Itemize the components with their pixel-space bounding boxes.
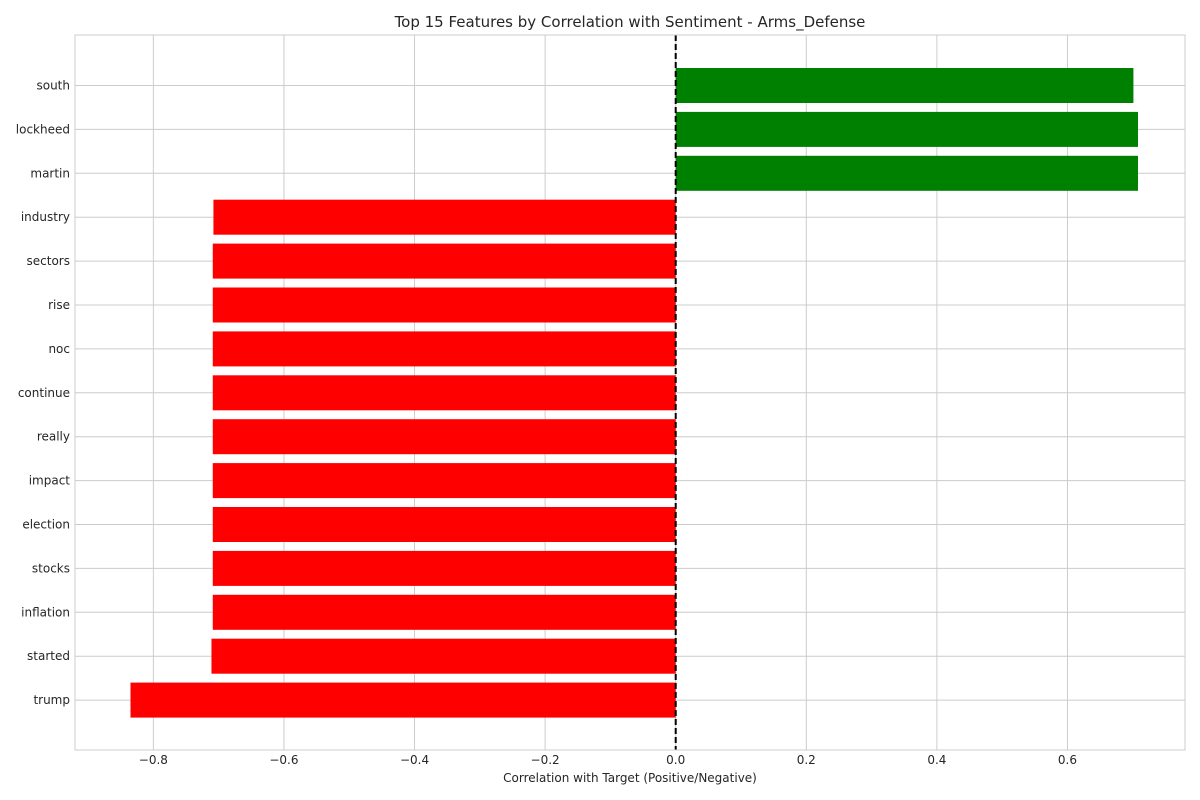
category-label: rise [48, 298, 70, 312]
bar-inflation [212, 594, 676, 630]
bars [130, 68, 1138, 718]
bar-lockheed [675, 111, 1138, 147]
category-label: industry [21, 210, 70, 224]
chart-title: Top 15 Features by Correlation with Sent… [394, 13, 866, 32]
bar-noc [212, 331, 676, 367]
category-label: noc [48, 342, 70, 356]
category-labels: south lockheed martin industry sectors rise no… [16, 79, 71, 708]
bar-sectors [212, 243, 676, 279]
category-label: martin [30, 166, 70, 180]
x-tick-labels: −0.8 −0.6 −0.4 −0.2 0.0 0.2 0.4 0.6 [139, 753, 1077, 767]
bar-martin [675, 155, 1138, 191]
x-tick-label: −0.6 [269, 753, 298, 767]
bar-really [212, 419, 676, 455]
x-tick-label: −0.2 [531, 753, 560, 767]
x-tick-label: −0.8 [139, 753, 168, 767]
x-tick-label: 0.4 [927, 753, 946, 767]
plot-frame [74, 34, 1186, 751]
bar-stocks [212, 550, 676, 586]
x-tick-label: −0.4 [400, 753, 429, 767]
bar-election [212, 507, 676, 542]
x-tick-label: 0.2 [797, 753, 816, 767]
category-label: inflation [21, 605, 70, 619]
category-label: impact [29, 474, 71, 488]
bar-started [211, 638, 676, 674]
bar-impact [212, 463, 676, 499]
bar-trump [130, 682, 676, 718]
x-tick-label: 0.0 [666, 753, 685, 767]
category-label: stocks [32, 561, 70, 575]
category-label: sectors [27, 254, 70, 268]
category-label: started [27, 649, 70, 663]
bar-rise [212, 287, 676, 323]
category-label: trump [33, 693, 70, 707]
category-label: really [37, 430, 70, 444]
category-label: continue [18, 386, 70, 400]
x-tick-label: 0.6 [1058, 753, 1077, 767]
category-label: south [36, 79, 70, 93]
x-axis-label: Correlation with Target (Positive/Negati… [503, 771, 757, 785]
bar-industry [213, 199, 676, 235]
bar-south [675, 68, 1134, 103]
category-label: election [22, 518, 70, 532]
bar-continue [212, 375, 676, 411]
category-label: lockheed [16, 122, 70, 136]
